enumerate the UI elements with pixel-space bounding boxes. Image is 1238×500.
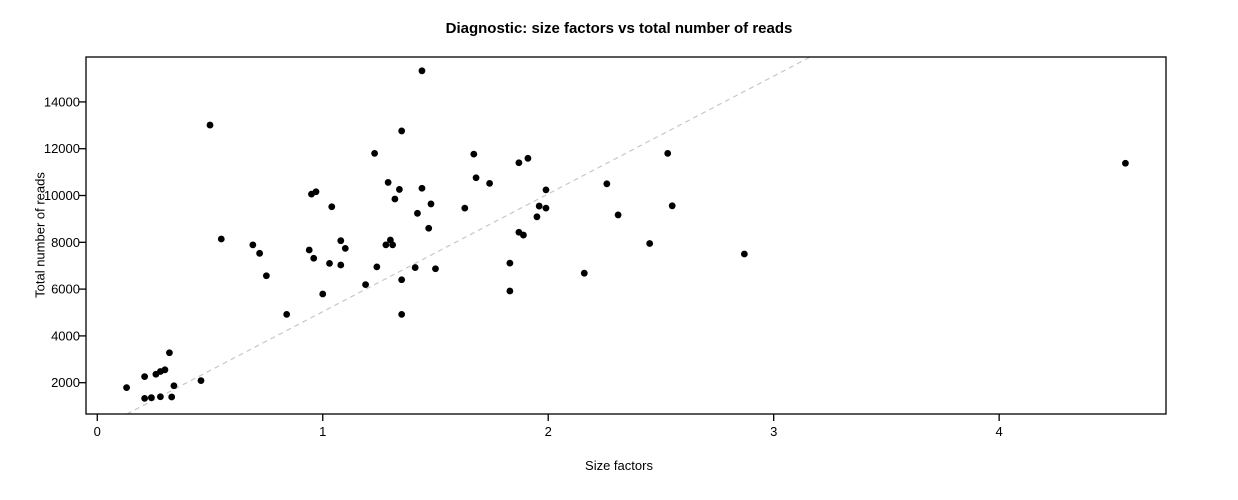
data-point (396, 186, 403, 193)
data-point (461, 204, 469, 212)
data-point (418, 67, 426, 75)
x-tick-label: 4 (996, 424, 1003, 439)
data-point (197, 377, 205, 384)
y-tick-label: 14000 (44, 94, 80, 109)
data-point (147, 394, 155, 402)
data-point (161, 366, 169, 374)
y-tick-label: 4000 (51, 328, 80, 343)
data-point (524, 154, 532, 162)
data-point (614, 211, 622, 219)
data-point (141, 373, 149, 381)
data-point (206, 121, 214, 129)
data-point (341, 244, 349, 252)
data-point (382, 241, 390, 249)
data-point (506, 287, 514, 295)
y-tick-label: 8000 (51, 235, 80, 250)
data-point (141, 394, 149, 402)
data-point (533, 213, 541, 221)
data-point (515, 159, 523, 167)
data-point (373, 263, 381, 271)
x-tick-label: 0 (94, 424, 101, 439)
data-point (603, 180, 611, 188)
x-axis-label: Size factors (585, 458, 653, 473)
data-point (337, 261, 345, 269)
data-point (472, 174, 480, 182)
data-point (398, 276, 406, 284)
data-point (166, 349, 173, 357)
y-tick-label: 2000 (51, 375, 80, 390)
data-point (337, 237, 345, 245)
data-point (384, 179, 392, 186)
data-point (249, 241, 257, 249)
data-point (664, 149, 672, 157)
data-point (580, 269, 588, 277)
data-point (411, 264, 419, 271)
data-point (157, 393, 164, 401)
data-point (520, 231, 527, 239)
data-point (506, 259, 514, 267)
data-point (486, 179, 493, 187)
data-point (425, 224, 433, 232)
data-point (170, 382, 178, 390)
data-point (362, 281, 369, 289)
data-point (542, 204, 550, 212)
data-point (470, 150, 478, 158)
data-point (256, 249, 264, 257)
x-tick-label: 1 (319, 424, 326, 439)
chart-title: Diagnostic: size factors vs total number… (445, 20, 793, 37)
data-point (432, 265, 439, 273)
data-point (312, 188, 320, 196)
data-point (305, 246, 313, 254)
data-point (668, 202, 676, 210)
data-point (168, 393, 176, 401)
x-tick-label: 2 (545, 424, 552, 439)
data-point (535, 202, 543, 210)
data-point (283, 310, 291, 318)
data-point (542, 186, 550, 194)
y-tick-label: 10000 (44, 188, 80, 203)
data-point (1122, 159, 1129, 167)
data-point (262, 272, 270, 280)
data-point (217, 235, 225, 243)
data-point (398, 310, 406, 318)
data-point (418, 184, 426, 192)
data-point (371, 149, 379, 157)
data-point (414, 209, 421, 217)
trend-line (126, 56, 811, 415)
plot-box (85, 56, 1167, 415)
data-point (326, 259, 333, 267)
x-tick-label: 3 (770, 424, 777, 439)
data-point (740, 250, 748, 258)
data-point (319, 290, 327, 298)
data-point (310, 254, 318, 262)
data-point (646, 240, 654, 247)
data-point (123, 384, 130, 392)
data-point (389, 241, 397, 249)
data-point (328, 203, 336, 211)
y-tick-label: 12000 (44, 141, 80, 156)
data-point (427, 200, 435, 208)
data-point (398, 127, 406, 135)
data-point (391, 195, 399, 203)
y-tick-label: 6000 (51, 282, 80, 297)
